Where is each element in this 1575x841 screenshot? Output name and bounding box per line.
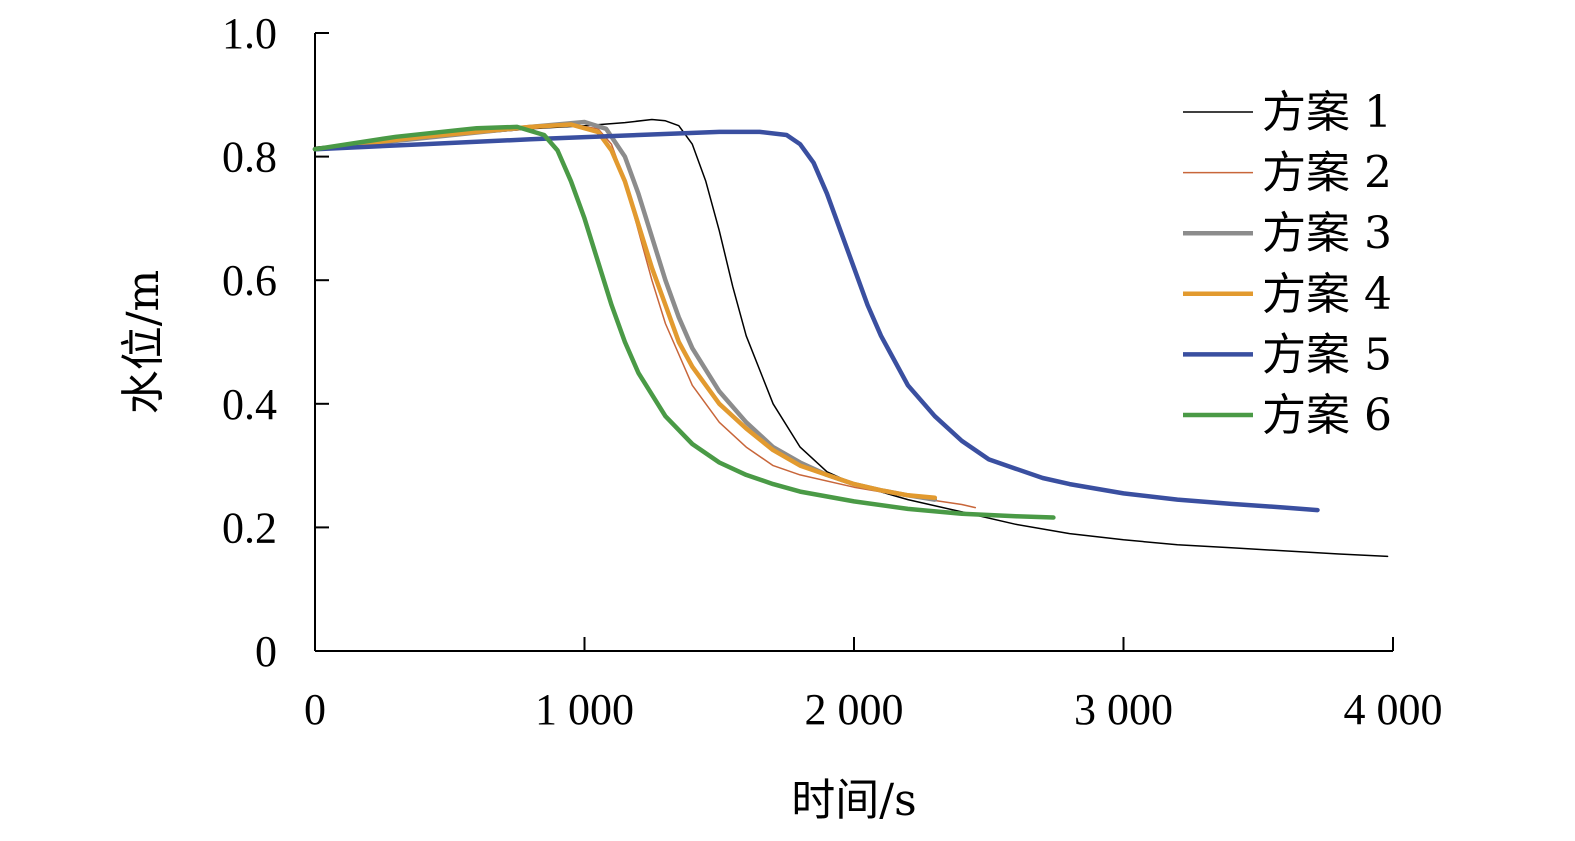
series-line-6 — [312, 124, 1056, 520]
y-tick-label: 0.4 — [222, 380, 277, 429]
axes — [314, 33, 1393, 652]
x-tick-label: 3 000 — [1074, 685, 1173, 734]
y-tick-label: 0.6 — [222, 256, 277, 305]
legend: 方案 1 方案 2 方案 3 方案 4 方案 5 方案 6 — [1183, 87, 1392, 441]
legend-label-1: 方案 1 — [1262, 87, 1392, 138]
y-tick-label: 0.8 — [222, 133, 277, 182]
series-line-5 — [312, 129, 1320, 513]
ticks: 0 0.2 0.4 0.6 0.8 1.0 0 1 000 2 000 3 000 4 000 — [222, 9, 1443, 734]
series-line-4 — [312, 122, 938, 500]
series-line-1 — [314, 118, 1389, 558]
y-axis-title: 水位/m — [118, 270, 169, 415]
x-tick-label: 4 000 — [1344, 685, 1443, 734]
y-tick-label: 0 — [255, 627, 277, 676]
x-tick-label: 1 000 — [535, 685, 634, 734]
legend-label-4: 方案 4 — [1262, 269, 1392, 320]
series-line-2 — [314, 123, 977, 509]
legend-label-3: 方案 3 — [1262, 208, 1392, 259]
x-axis-title: 时间/s — [791, 775, 916, 826]
y-tick-label: 1.0 — [222, 9, 277, 58]
legend-label-2: 方案 2 — [1262, 148, 1392, 199]
series-lines — [312, 118, 1389, 558]
y-tick-label: 0.2 — [222, 503, 277, 552]
x-tick-label: 0 — [304, 685, 326, 734]
x-tick-label: 2 000 — [805, 685, 904, 734]
legend-label-5: 方案 5 — [1262, 329, 1392, 380]
legend-label-6: 方案 6 — [1262, 390, 1392, 441]
